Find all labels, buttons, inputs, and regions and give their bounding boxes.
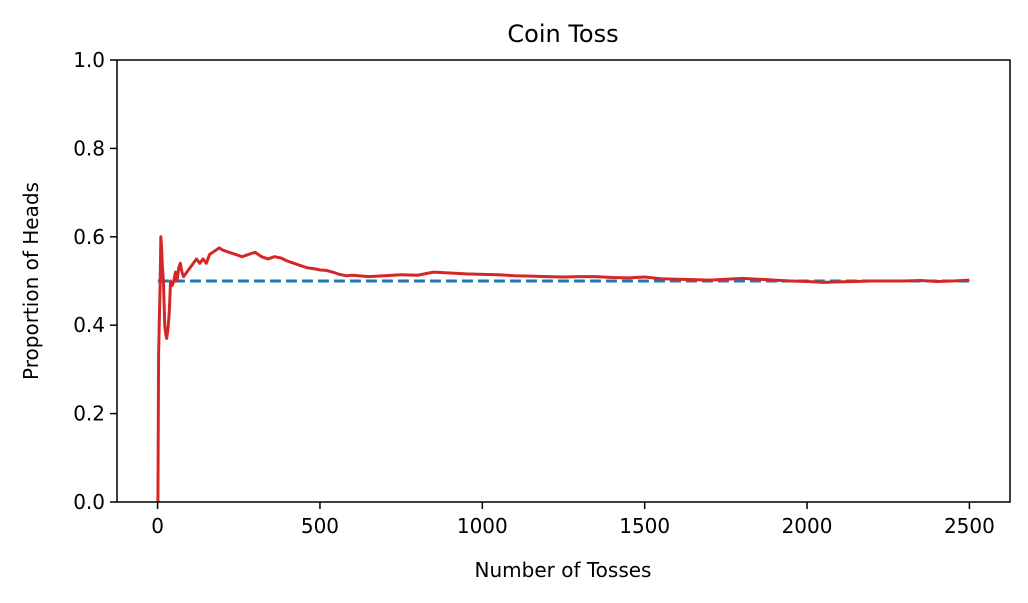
- y-tick-label: 0.6: [73, 225, 105, 249]
- y-tick-label: 1.0: [73, 48, 105, 72]
- y-tick-label: 0.4: [73, 313, 105, 337]
- x-tick-label: 0: [151, 514, 164, 538]
- x-axis-ticks: 0 500 1000 1500 2000 2500: [151, 502, 995, 538]
- proportion-line: [156, 235, 970, 503]
- x-axis-label: Number of Tosses: [475, 558, 652, 582]
- x-tick-label: 1000: [457, 514, 508, 538]
- plot-area: [116, 59, 1011, 503]
- y-tick-label: 0.2: [73, 402, 105, 426]
- x-tick-label: 500: [301, 514, 339, 538]
- x-tick-label: 2500: [944, 514, 995, 538]
- y-tick-label: 0.8: [73, 136, 105, 160]
- y-tick-label: 0.0: [73, 490, 105, 514]
- chart-title: Coin Toss: [507, 20, 618, 48]
- x-tick-label: 2000: [782, 514, 833, 538]
- y-axis-label: Proportion of Heads: [19, 182, 43, 380]
- plot-frame: [116, 59, 1011, 503]
- x-tick-label: 1500: [619, 514, 670, 538]
- y-axis-ticks: 0.0 0.2 0.4 0.6 0.8 1.0: [73, 48, 117, 514]
- series-layer: [156, 235, 970, 503]
